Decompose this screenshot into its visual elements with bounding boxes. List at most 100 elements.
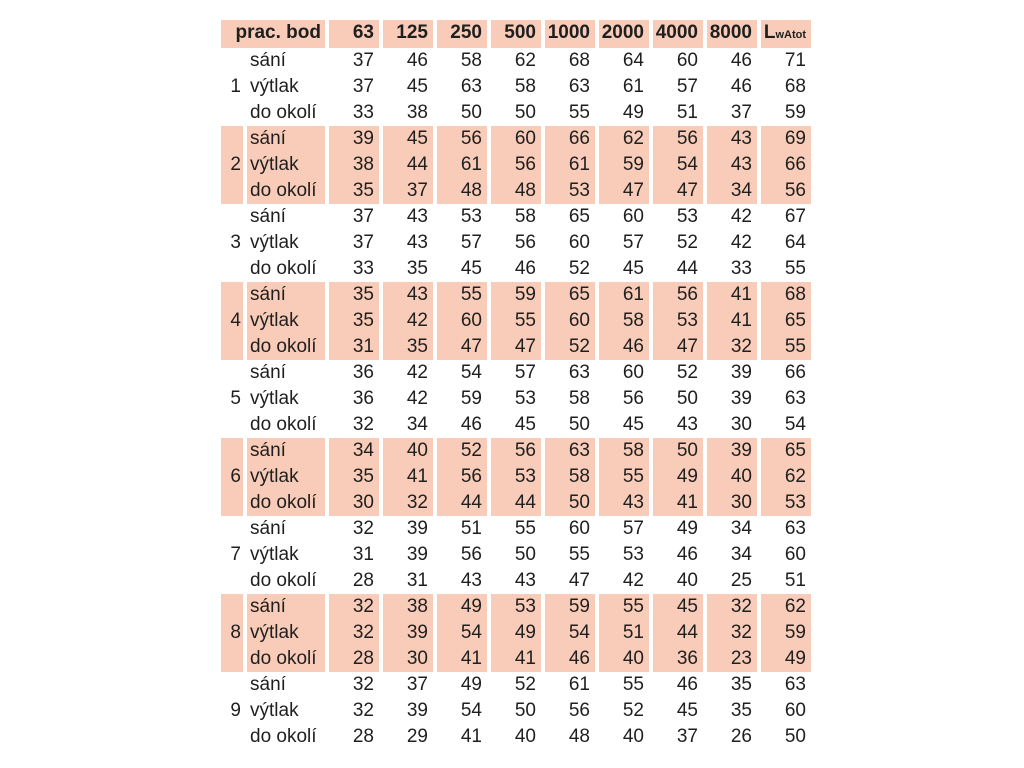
value-cell: 49 [676, 518, 698, 539]
value-cell: 36 [653, 646, 703, 672]
value-cell: 68 [568, 50, 590, 71]
value-cell: 31 [352, 544, 374, 565]
value-cell: 46 [460, 414, 482, 435]
table-header: prac. bod 63 125 250 500 1000 2000 4000 … [221, 20, 811, 48]
value-cell: 57 [460, 232, 482, 253]
value-cell: 57 [676, 76, 698, 97]
value-cell: 47 [653, 334, 703, 360]
value-cell: 44 [491, 490, 541, 516]
value-cell: 43 [676, 414, 698, 435]
value-cell: 59 [491, 282, 541, 308]
value-cell: 54 [545, 620, 595, 646]
value-cell: 63 [568, 76, 590, 97]
value-cell: 41 [437, 646, 487, 672]
value-cell: 61 [437, 152, 487, 178]
row-label: do okolí [250, 726, 317, 747]
value-cell: 32 [329, 594, 379, 620]
value-cell: 40 [383, 438, 433, 464]
value-cell: 56 [622, 388, 644, 409]
value-cell: 60 [437, 308, 487, 334]
row-label: výtlak [250, 76, 299, 97]
value-cell: 55 [568, 544, 590, 565]
value-cell: 42 [406, 388, 428, 409]
value-cell: 50 [568, 414, 590, 435]
group-number: 5 [230, 388, 241, 409]
value-cell: 48 [491, 178, 541, 204]
value-cell: 50 [545, 490, 595, 516]
value-cell: 63 [784, 388, 806, 409]
value-cell: 44 [383, 152, 433, 178]
value-cell: 32 [383, 490, 433, 516]
value-cell: 46 [676, 674, 698, 695]
value-cell: 33 [352, 102, 374, 123]
value-cell: 34 [707, 178, 757, 204]
value-cell: 52 [622, 700, 644, 721]
header-250: 250 [437, 20, 487, 48]
value-cell: 56 [514, 232, 536, 253]
value-cell: 50 [460, 102, 482, 123]
value-cell: 58 [568, 388, 590, 409]
value-cell: 37 [676, 726, 698, 747]
value-cell: 30 [730, 414, 752, 435]
value-cell: 71 [784, 50, 806, 71]
value-cell: 66 [545, 126, 595, 152]
value-cell: 46 [730, 50, 752, 71]
value-cell: 52 [545, 334, 595, 360]
value-cell: 37 [406, 674, 428, 695]
value-cell: 52 [437, 438, 487, 464]
value-cell: 35 [329, 464, 379, 490]
value-cell: 49 [491, 620, 541, 646]
value-cell: 35 [329, 178, 379, 204]
value-cell: 38 [329, 152, 379, 178]
acoustic-data-table: prac. bod 63 125 250 500 1000 2000 4000 … [221, 20, 811, 750]
value-cell: 47 [568, 570, 590, 591]
value-cell: 58 [599, 438, 649, 464]
value-cell: 55 [784, 258, 806, 279]
row-label: sání [250, 206, 286, 227]
value-cell: 45 [622, 414, 644, 435]
group-number: 7 [230, 544, 241, 565]
value-cell: 30 [329, 490, 379, 516]
value-cell: 49 [460, 674, 482, 695]
value-cell: 36 [352, 362, 374, 383]
value-cell: 66 [761, 152, 811, 178]
value-cell: 42 [730, 232, 752, 253]
row-label: sání [250, 362, 286, 383]
value-cell: 66 [784, 362, 806, 383]
value-cell: 54 [460, 700, 482, 721]
value-cell: 62 [599, 126, 649, 152]
header-4000: 4000 [653, 20, 703, 48]
value-cell: 35 [383, 334, 433, 360]
value-cell: 62 [761, 594, 811, 620]
value-cell: 52 [676, 362, 698, 383]
value-cell: 48 [568, 726, 590, 747]
group-number: 2 [221, 126, 243, 204]
value-cell: 37 [352, 232, 374, 253]
value-cell: 39 [383, 620, 433, 646]
value-cell: 46 [676, 544, 698, 565]
value-cell: 64 [622, 50, 644, 71]
value-cell: 41 [707, 282, 757, 308]
value-cell: 35 [730, 674, 752, 695]
value-cell: 53 [622, 544, 644, 565]
value-cell: 60 [784, 544, 806, 565]
value-cell: 65 [761, 308, 811, 334]
value-cell: 54 [437, 620, 487, 646]
value-cell: 47 [437, 334, 487, 360]
value-cell: 45 [406, 76, 428, 97]
value-cell: 60 [784, 700, 806, 721]
header-1000: 1000 [545, 20, 595, 48]
value-cell: 38 [383, 594, 433, 620]
value-cell: 34 [329, 438, 379, 464]
value-cell: 56 [653, 126, 703, 152]
value-cell: 58 [514, 206, 536, 227]
value-cell: 57 [622, 232, 644, 253]
value-cell: 64 [784, 232, 806, 253]
value-cell: 32 [707, 620, 757, 646]
value-cell: 28 [352, 570, 374, 591]
value-cell: 41 [653, 490, 703, 516]
value-cell: 59 [460, 388, 482, 409]
value-cell: 55 [599, 464, 649, 490]
row-label: sání [247, 594, 325, 620]
